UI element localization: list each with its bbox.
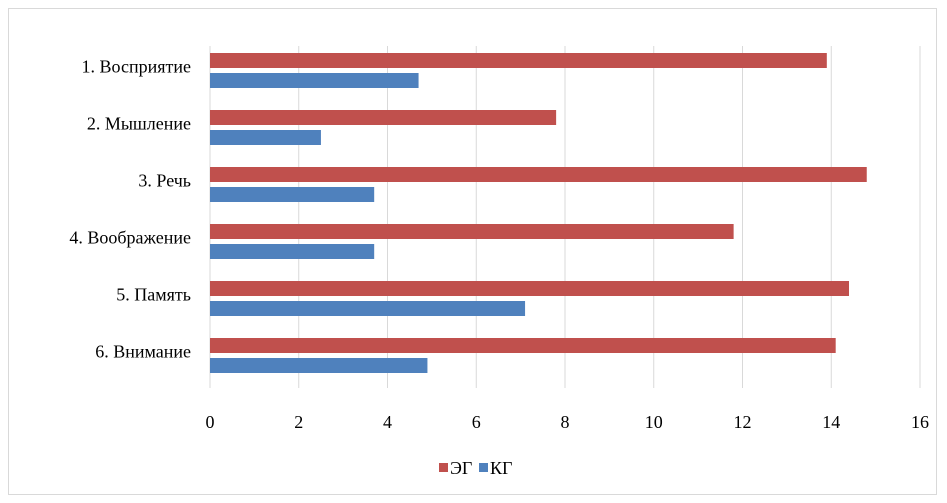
x-tick-label: 4 <box>383 412 392 432</box>
x-tick-label: 16 <box>911 412 929 432</box>
chart-frame <box>8 8 937 495</box>
bar <box>210 281 849 296</box>
bar <box>210 301 526 316</box>
x-tick-label: 2 <box>294 412 303 432</box>
bar <box>210 224 734 239</box>
bar <box>210 187 375 202</box>
category-label: 6. Внимание <box>95 342 191 362</box>
category-label: 4. Воображение <box>69 228 191 248</box>
gridlines <box>209 46 921 388</box>
bar <box>210 338 836 353</box>
legend-swatch-kg <box>479 463 488 472</box>
bar <box>210 73 419 88</box>
category-label: 1. Восприятие <box>82 57 191 77</box>
bar <box>210 244 375 259</box>
bar <box>210 110 557 125</box>
x-tick-label: 8 <box>561 412 570 432</box>
x-tick-label: 0 <box>206 412 215 432</box>
category-label: 3. Речь <box>138 171 191 191</box>
bar <box>210 358 428 373</box>
category-label: 2. Мышление <box>87 114 191 134</box>
x-tick-label: 14 <box>822 412 840 432</box>
bar <box>210 53 827 68</box>
category-label: 5. Память <box>116 285 191 305</box>
x-tick-label: 12 <box>734 412 752 432</box>
bar <box>210 130 321 145</box>
legend-swatch-eg <box>439 463 448 472</box>
legend-label-eg: ЭГ <box>450 458 472 478</box>
x-axis-tick-labels: 0 2 4 6 8 10 12 14 16 <box>206 412 930 432</box>
bars <box>210 53 867 373</box>
legend: ЭГ КГ <box>439 458 512 478</box>
bar <box>210 167 867 182</box>
legend-label-kg: КГ <box>490 458 512 478</box>
x-tick-label: 6 <box>472 412 481 432</box>
x-tick-label: 10 <box>645 412 663 432</box>
category-labels: 1. Восприятие 2. Мышление 3. Речь 4. Воо… <box>69 57 191 362</box>
